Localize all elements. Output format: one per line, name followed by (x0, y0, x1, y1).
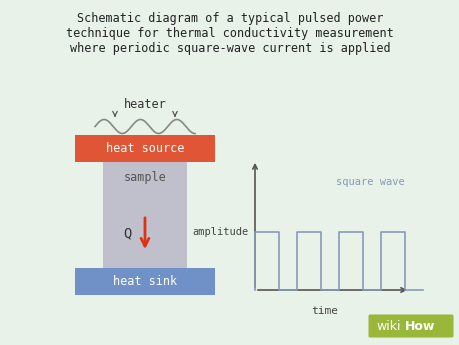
Text: amplitude: amplitude (192, 227, 248, 237)
Text: heat source: heat source (106, 142, 184, 155)
Text: heat sink: heat sink (113, 275, 177, 288)
Text: How: How (403, 319, 434, 333)
Text: where periodic square-wave current is applied: where periodic square-wave current is ap… (69, 42, 390, 55)
Text: time: time (311, 306, 337, 316)
FancyBboxPatch shape (368, 315, 453, 337)
Text: sample: sample (123, 171, 166, 185)
Text: Schematic diagram of a typical pulsed power: Schematic diagram of a typical pulsed po… (77, 12, 382, 25)
Bar (103, 162, 187, 268)
Text: Q: Q (123, 227, 131, 240)
Bar (75, 268, 214, 295)
Text: square wave: square wave (336, 177, 404, 187)
Bar (75, 135, 214, 162)
Text: wiki: wiki (376, 319, 400, 333)
Text: technique for thermal conductivity measurement: technique for thermal conductivity measu… (66, 27, 393, 40)
Text: heater: heater (123, 98, 166, 110)
